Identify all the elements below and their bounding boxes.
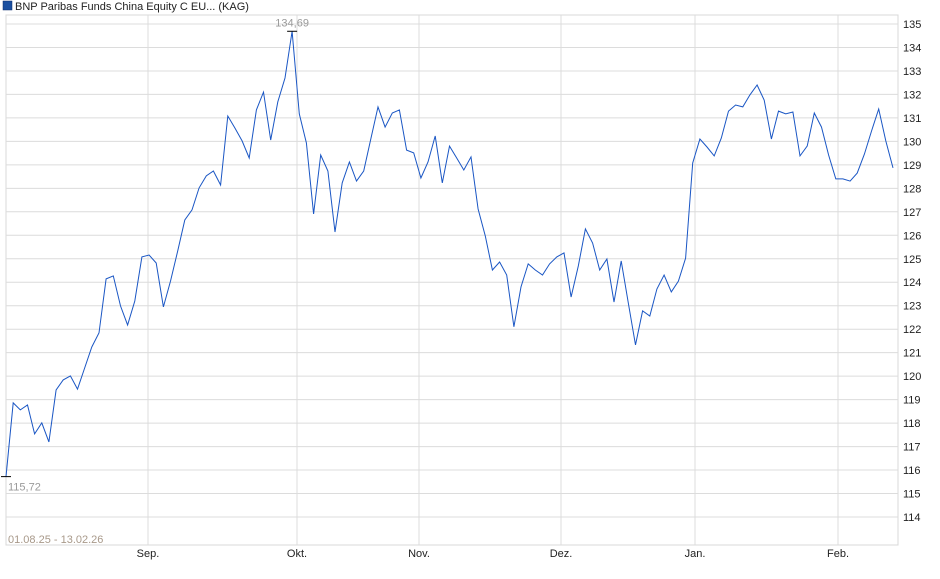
y-tick-label: 133	[903, 66, 921, 78]
min-label: 115,72	[8, 482, 41, 494]
grid	[5, 14, 899, 546]
x-tick-label: Sep.	[137, 548, 160, 560]
y-tick-label: 125	[903, 254, 921, 266]
plot-frame	[5, 14, 899, 546]
y-tick-label: 117	[903, 442, 921, 454]
y-tick-label: 114	[903, 512, 921, 524]
x-tick-label: Okt.	[287, 548, 307, 560]
x-tick-label: Nov.	[408, 548, 430, 560]
y-tick-label: 115	[903, 489, 921, 501]
y-tick-label: 134	[903, 42, 921, 54]
max-label: 134,69	[275, 17, 309, 29]
y-axis: 135 134 133 132 131 130 129 128 127 126 125 124 123 1…	[903, 19, 921, 524]
y-tick-label: 118	[903, 418, 921, 430]
y-tick-label: 126	[903, 230, 921, 242]
y-tick-label: 132	[903, 89, 921, 101]
y-tick-label: 119	[903, 395, 921, 407]
x-tick-label: Jan.	[685, 548, 706, 560]
y-tick-label: 123	[903, 301, 921, 313]
y-tick-label: 131	[903, 113, 921, 125]
x-tick-label: Feb.	[827, 548, 849, 560]
legend-swatch	[2, 0, 13, 11]
y-tick-label: 122	[903, 324, 921, 336]
y-tick-label: 129	[903, 160, 921, 172]
y-tick-label: 128	[903, 183, 921, 195]
legend-label: BNP Paribas Funds China Equity C EU... (…	[15, 1, 249, 13]
date-range-label: 01.08.25 - 13.02.26	[8, 534, 103, 546]
y-tick-label: 121	[903, 348, 921, 360]
y-tick-label: 116	[903, 465, 921, 477]
x-tick-label: Dez.	[550, 548, 573, 560]
price-line	[5, 31, 894, 477]
y-tick-label: 127	[903, 207, 921, 219]
y-tick-label: 135	[903, 19, 921, 31]
x-axis: Sep. Okt. Nov. Dez. Jan. Feb.	[137, 548, 849, 560]
y-tick-label: 120	[903, 371, 921, 383]
y-tick-label: 124	[903, 277, 921, 289]
y-tick-label: 130	[903, 136, 921, 148]
